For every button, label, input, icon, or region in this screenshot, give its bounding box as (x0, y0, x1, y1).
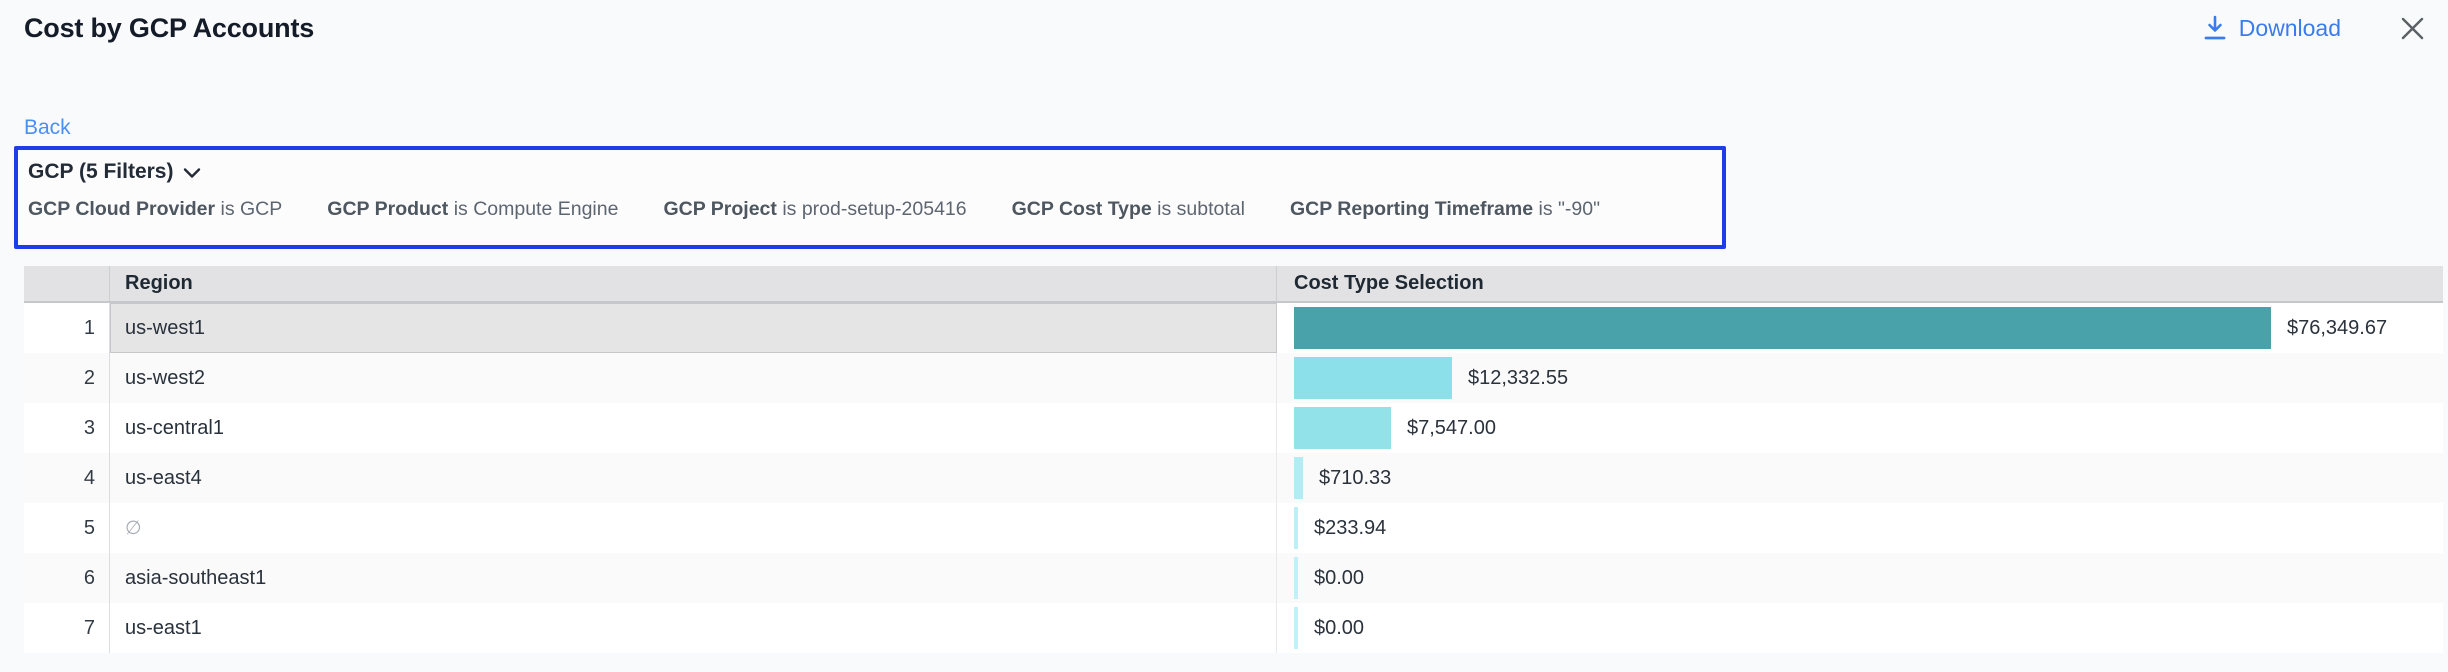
topbar: Cost by GCP Accounts Download (0, 0, 2448, 56)
region-column-header[interactable]: Region (110, 266, 1277, 301)
cost-bar[interactable] (1294, 307, 2271, 349)
table-row: 3us-central1 $7,547.00 (24, 403, 2443, 453)
row-number: 4 (24, 453, 110, 503)
filter-summary-dropdown[interactable]: GCP (5 Filters) (28, 160, 201, 184)
filter-chip-label: GCP Project (663, 198, 776, 220)
filter-chip[interactable]: GCP Product is Compute Engine (327, 198, 618, 221)
filter-chip[interactable]: GCP Reporting Timeframe is "-90" (1290, 198, 1600, 221)
cost-cell: $233.94 (1277, 503, 2443, 553)
row-number: 2 (24, 353, 110, 403)
download-label: Download (2239, 15, 2341, 42)
cost-cell: $710.33 (1277, 453, 2443, 503)
region-cell[interactable]: ∅ (110, 503, 1277, 553)
region-cell[interactable]: us-west1 (110, 303, 1277, 353)
back-link[interactable]: Back (24, 116, 71, 140)
cost-value-label: $7,547.00 (1407, 417, 1496, 440)
filter-list: GCP Cloud Provider is GCP GCP Product is … (28, 198, 1722, 221)
cost-column-header[interactable]: Cost Type Selection (1277, 266, 2443, 301)
table-row: 5 ∅ $233.94 (24, 503, 2443, 553)
row-number: 7 (24, 603, 110, 653)
table-row: 4us-east4 $710.33 (24, 453, 2443, 503)
cost-bar[interactable] (1294, 507, 1298, 549)
cost-value-label: $710.33 (1319, 467, 1391, 490)
region-cell[interactable]: us-east1 (110, 603, 1277, 653)
filter-chip-label: GCP Reporting Timeframe (1290, 198, 1533, 220)
cost-bar[interactable] (1294, 457, 1303, 499)
region-cell[interactable]: us-central1 (110, 403, 1277, 453)
download-button[interactable]: Download (2203, 15, 2341, 42)
top-actions: Download (2203, 15, 2426, 42)
cost-table: Region Cost Type Selection 1us-west1 $76,… (24, 266, 2443, 653)
table-row: 6asia-southeast1 $0.00 (24, 553, 2443, 603)
region-cell[interactable]: us-west2 (110, 353, 1277, 403)
close-icon[interactable] (2399, 15, 2426, 42)
table-row: 7us-east1 $0.00 (24, 603, 2443, 653)
row-number: 3 (24, 403, 110, 453)
table-row: 2us-west2 $12,332.55 (24, 353, 2443, 403)
cost-value-label: $0.00 (1314, 617, 1364, 640)
chevron-down-icon (183, 167, 201, 179)
cost-value-label: $0.00 (1314, 567, 1364, 590)
null-value-glyph: ∅ (125, 517, 142, 540)
cost-cell: $0.00 (1277, 603, 2443, 653)
cost-value-label: $12,332.55 (1468, 367, 1568, 390)
region-cell[interactable]: us-east4 (110, 453, 1277, 503)
cost-bar[interactable] (1294, 357, 1452, 399)
filter-chip[interactable]: GCP Cost Type is subtotal (1012, 198, 1245, 221)
table-header: Region Cost Type Selection (24, 266, 2443, 303)
filter-chip[interactable]: GCP Project is prod-setup-205416 (663, 198, 966, 221)
row-number-column-header (24, 266, 110, 301)
cost-bar[interactable] (1294, 407, 1391, 449)
cost-bar[interactable] (1294, 557, 1298, 599)
row-number: 5 (24, 503, 110, 553)
page-title: Cost by GCP Accounts (24, 13, 314, 44)
cost-bar[interactable] (1294, 607, 1298, 649)
filter-chip-label: GCP Cloud Provider (28, 198, 215, 220)
cost-cell: $12,332.55 (1277, 353, 2443, 403)
cost-cell: $0.00 (1277, 553, 2443, 603)
cost-cell: $76,349.67 (1277, 303, 2443, 353)
filter-chip-label: GCP Cost Type (1012, 198, 1152, 220)
row-number: 1 (24, 303, 110, 353)
download-icon (2203, 15, 2227, 41)
cost-cell: $7,547.00 (1277, 403, 2443, 453)
row-number: 6 (24, 553, 110, 603)
filter-chip-label: GCP Product (327, 198, 448, 220)
filter-chip[interactable]: GCP Cloud Provider is GCP (28, 198, 282, 221)
cost-value-label: $233.94 (1314, 517, 1386, 540)
filter-summary-label: GCP (5 Filters) (28, 160, 173, 184)
cost-value-label: $76,349.67 (2287, 317, 2387, 340)
region-cell[interactable]: asia-southeast1 (110, 553, 1277, 603)
table-body: 1us-west1$76,349.672us-west2$12,332.553u… (24, 303, 2443, 653)
table-row: 1us-west1 $76,349.67 (24, 303, 2443, 353)
filter-panel: GCP (5 Filters) GCP Cloud Provider is GC… (14, 146, 1726, 249)
